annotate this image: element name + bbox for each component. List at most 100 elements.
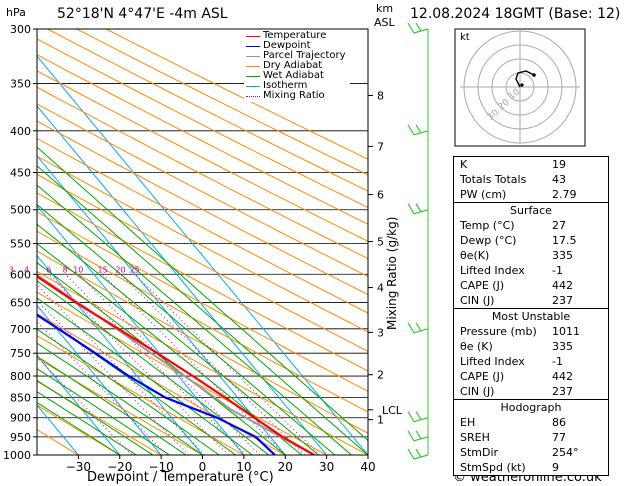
legend-swatch: [246, 85, 260, 87]
index-value: 77: [552, 431, 566, 444]
index-value: 43: [552, 173, 566, 186]
wind-barb-column: [407, 22, 429, 460]
index-label: Lifted Index: [460, 355, 525, 368]
legend-item: Temperature: [246, 31, 346, 41]
dry-adiabat: [47, 29, 368, 192]
mixing-ratio-label: 4: [24, 265, 29, 274]
dry-adiabat: [37, 155, 368, 333]
km-tick-label: 3: [377, 326, 384, 339]
y-tick-label: 450: [10, 166, 31, 179]
wet-adiabat: [37, 243, 303, 455]
mixing-ratio-label: 6: [46, 265, 51, 274]
legend-swatch: [246, 95, 260, 97]
storm-motion-marker: [520, 83, 524, 87]
lcl-label: LCL: [382, 404, 403, 417]
index-row: CIN (J) 237: [454, 293, 608, 308]
legend-label: Temperature: [263, 30, 327, 41]
wet-adiabat: [37, 342, 203, 455]
indices-panel: K 19 Totals Totals 43 PW (cm) 2.79 Surface Te…: [453, 156, 609, 476]
dry-adiabat: [37, 120, 368, 296]
mixing-ratio-label: 20: [115, 265, 125, 274]
dry-adiabat: [37, 137, 368, 314]
y-tick-label: 350: [10, 78, 31, 91]
index-value: 442: [552, 279, 573, 292]
index-row: θe (K) 335: [454, 339, 608, 354]
wind-barb-300: [407, 22, 429, 34]
wet-adiabat: [37, 262, 286, 455]
hpa-label: hPa: [6, 6, 26, 19]
mixing-ratio-label: 25: [130, 265, 140, 274]
dry-adiabat: [37, 313, 286, 455]
y-tick-label: 950: [10, 431, 31, 444]
index-label: StmSpd (kt): [460, 461, 526, 474]
dry-adiabat: [37, 230, 368, 413]
km-tick-label: 5: [377, 236, 384, 249]
y-tick-label: 300: [10, 23, 31, 36]
location-title: 52°18'N 4°47'E -4m ASL: [57, 6, 228, 22]
wet-adiabat: [37, 313, 236, 455]
index-row: Lifted Index -1: [454, 354, 608, 369]
legend-item: Dry Adiabat: [246, 61, 346, 71]
wet-adiabat: [37, 146, 368, 442]
hodograph-trace: [515, 70, 535, 88]
y-tick-label: 850: [10, 391, 31, 404]
wet-adiabat: [37, 328, 220, 455]
index-value: 254°: [552, 446, 579, 459]
index-label: Dewp (°C): [460, 234, 517, 247]
index-label: θe (K): [460, 340, 493, 353]
dry-adiabat: [37, 103, 368, 278]
x-tick-label: 10: [236, 460, 251, 474]
skewt-profile-layer: [37, 273, 315, 455]
wet-adiabat: [37, 297, 253, 455]
index-row: EH 86: [454, 415, 608, 430]
wet-adiabat: [37, 379, 154, 455]
index-label: SREH: [460, 431, 490, 444]
index-label: PW (cm): [460, 188, 507, 201]
isotherm: [37, 155, 286, 455]
dry-adiabat: [37, 211, 368, 392]
index-row: CAPE (J) 442: [454, 278, 608, 293]
asl-label: ASL: [374, 16, 395, 29]
isotherm: [37, 105, 328, 455]
index-label: θe(K): [460, 249, 490, 262]
dry-adiabat: [37, 380, 162, 455]
index-row: Temp (°C) 27: [454, 218, 608, 233]
x-tick-label: −30: [66, 460, 91, 474]
legend-swatch: [246, 75, 260, 77]
y-tick-label: 600: [10, 268, 31, 281]
y-tick-label: 800: [10, 370, 31, 383]
wet-adiabat: [37, 223, 319, 455]
dry-adiabat: [37, 270, 368, 455]
isotherm: [37, 304, 162, 455]
datetime-title: 12.08.2024 18GMT (Base: 12): [410, 6, 621, 22]
index-value: 237: [552, 385, 573, 398]
hodograph-title: Hodograph: [500, 401, 562, 414]
wind-barb-500: [407, 203, 429, 215]
km-tick-label: 7: [377, 140, 384, 153]
index-row: Pressure (mb) 1011: [454, 324, 608, 339]
legend-label: Wet Adiabat: [263, 70, 324, 81]
legend-label: Isotherm: [263, 80, 308, 91]
dry-adiabat: [76, 29, 368, 176]
index-value: -1: [552, 355, 563, 368]
dry-adiabat: [37, 38, 368, 209]
legend-label: Dry Adiabat: [263, 60, 323, 71]
x-tick-label: −10: [148, 460, 173, 474]
wet-adiabat: [37, 280, 270, 455]
y-tick-label: 1000: [3, 449, 31, 462]
wind-barb-900: [407, 411, 429, 423]
km-tick-label: 4: [377, 282, 384, 295]
mixing-ratio-line: [102, 273, 287, 455]
hodograph-marker: [532, 73, 536, 77]
index-row: Lifted Index -1: [454, 263, 608, 278]
series-temperature: [37, 275, 315, 455]
dry-adiabat: [37, 86, 368, 260]
dry-adiabat: [37, 335, 245, 455]
index-label: Pressure (mb): [460, 325, 537, 338]
index-label: CIN (J): [460, 294, 495, 307]
index-row: K 19: [454, 157, 608, 172]
x-tick-label: 0: [199, 460, 207, 474]
legend-swatch: [246, 55, 260, 57]
dry-adiabat: [37, 192, 368, 372]
